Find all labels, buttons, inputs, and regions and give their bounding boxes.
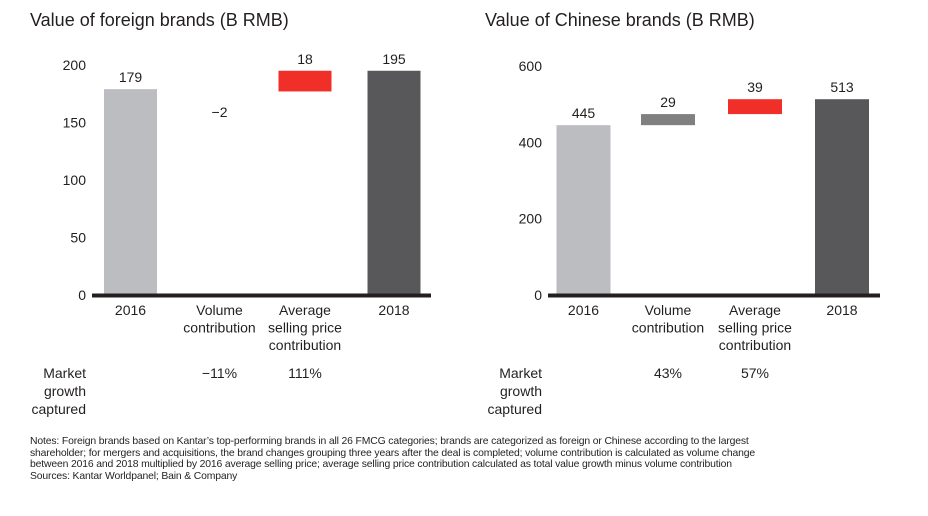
foreign-bar-0 (104, 89, 157, 296)
chinese-market-growth-label: growth (500, 383, 542, 399)
notes-line: shareholder; for mergers and acquisition… (30, 447, 755, 459)
foreign-category-label: Average (279, 302, 331, 318)
foreign-category-label: 2016 (115, 302, 146, 318)
chinese-bar-2 (728, 99, 782, 115)
chinese-category-label: 2018 (826, 302, 857, 318)
foreign-y-tick-label: 100 (63, 172, 87, 188)
chinese-data-label: 39 (747, 79, 763, 95)
notes-line: Notes: Foreign brands based on Kantar’s … (30, 436, 749, 447)
foreign-category-label: 2018 (378, 302, 409, 318)
foreign-chart-title: Value of foreign brands (B RMB) (30, 10, 289, 30)
foreign-category-label: selling price (268, 320, 342, 336)
chinese-y-tick-label: 200 (519, 211, 543, 227)
foreign-data-label: 179 (119, 69, 143, 85)
foreign-category-label: contribution (183, 320, 255, 336)
chinese-category-label: selling price (718, 320, 792, 336)
foreign-market-growth-value: 111% (288, 365, 322, 381)
chinese-y-tick-label: 0 (534, 287, 542, 303)
chinese-market-growth-label: Market (499, 365, 542, 381)
foreign-data-label: 18 (297, 51, 313, 67)
foreign-bar-2 (278, 70, 332, 92)
chinese-category-label: Volume (645, 302, 692, 318)
foreign-y-tick-label: 150 (63, 115, 87, 131)
chinese-data-label: 445 (572, 105, 596, 121)
notes: Notes: Foreign brands based on Kantar’s … (30, 436, 910, 482)
chinese-category-label: Average (729, 302, 781, 318)
foreign-market-growth-label: growth (44, 383, 86, 399)
foreign-data-label: 195 (382, 51, 406, 67)
chinese-bar-0 (556, 125, 611, 296)
chinese-market-growth-label: captured (488, 401, 542, 417)
chinese-bar-3 (815, 99, 869, 295)
foreign-data-label: −2 (212, 104, 228, 120)
chinese-market-growth-value: 57% (741, 365, 769, 381)
foreign-y-tick-label: 0 (78, 287, 86, 303)
chinese-category-label: contribution (719, 337, 791, 353)
foreign-y-tick-label: 200 (63, 57, 87, 73)
sources-line: Sources: Kantar Worldpanel; Bain & Compa… (30, 470, 238, 482)
foreign-market-growth-label: captured (32, 401, 86, 417)
chinese-market-growth-value: 43% (654, 365, 682, 381)
foreign-bar-3 (367, 70, 421, 295)
foreign-market-growth-value: −11% (202, 365, 237, 381)
chinese-data-label: 29 (660, 94, 676, 110)
chinese-category-label: 2016 (568, 302, 599, 318)
chinese-data-label: 513 (830, 79, 854, 95)
chinese-y-tick-label: 400 (519, 134, 543, 150)
chinese-category-label: contribution (632, 320, 704, 336)
chinese-chart-title: Value of Chinese brands (B RMB) (485, 10, 755, 30)
foreign-category-label: contribution (269, 337, 341, 353)
notes-line: between 2016 and 2018 multiplied by 2016… (30, 459, 732, 471)
foreign-y-tick-label: 50 (70, 230, 86, 246)
waterfall-charts: 0 50 100 150 200 179 −2 18 195 2016 Volume contribu… (32, 51, 880, 417)
chinese-bar-1 (641, 114, 695, 126)
foreign-market-growth-label: Market (43, 365, 86, 381)
chinese-y-tick-label: 600 (519, 58, 543, 74)
foreign-category-label: Volume (196, 302, 243, 318)
